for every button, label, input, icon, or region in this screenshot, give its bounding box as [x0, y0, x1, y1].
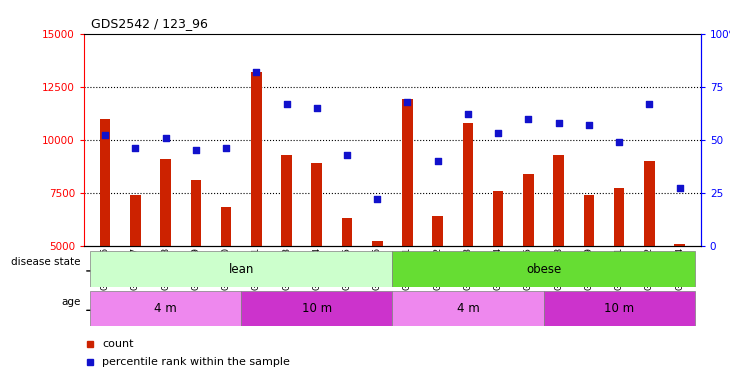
Text: 4 m: 4 m	[456, 302, 480, 315]
Point	[99, 132, 111, 138]
Bar	[342, 218, 353, 246]
Bar	[493, 190, 504, 246]
Bar	[251, 72, 261, 246]
Bar	[191, 180, 201, 246]
Text: obese: obese	[526, 262, 561, 276]
Point	[220, 145, 232, 151]
Point	[583, 122, 595, 128]
Bar	[544, 291, 695, 326]
Point	[190, 147, 201, 153]
Text: 10 m: 10 m	[604, 302, 634, 315]
Text: count: count	[102, 339, 134, 349]
Point	[492, 130, 504, 136]
Bar	[463, 123, 473, 246]
Bar	[130, 195, 141, 246]
Point	[432, 158, 444, 164]
Bar	[553, 154, 564, 246]
Bar	[90, 291, 241, 326]
Bar	[583, 195, 594, 246]
Bar	[614, 188, 624, 246]
Bar	[675, 243, 685, 246]
Point	[372, 196, 383, 202]
Point	[129, 145, 141, 151]
Bar	[402, 99, 412, 246]
Text: 10 m: 10 m	[301, 302, 332, 315]
Point	[402, 99, 413, 105]
Bar	[393, 291, 544, 326]
Text: lean: lean	[228, 262, 254, 276]
Bar	[161, 159, 171, 246]
Point	[341, 152, 353, 157]
Point	[462, 111, 474, 117]
Bar	[220, 207, 231, 246]
Point	[311, 105, 323, 111]
Point	[553, 120, 564, 126]
Text: disease state: disease state	[11, 257, 80, 267]
Text: percentile rank within the sample: percentile rank within the sample	[102, 357, 291, 367]
Text: age: age	[61, 297, 80, 307]
Bar	[523, 174, 534, 246]
Text: GDS2542 / 123_96: GDS2542 / 123_96	[91, 17, 208, 30]
Text: 4 m: 4 m	[154, 302, 177, 315]
Bar	[241, 291, 393, 326]
Point	[523, 116, 534, 122]
Point	[250, 69, 262, 75]
Bar	[393, 251, 695, 287]
Point	[613, 139, 625, 145]
Bar	[312, 163, 322, 246]
Bar	[432, 216, 443, 246]
Point	[281, 100, 293, 106]
Bar	[644, 161, 655, 246]
Bar	[100, 118, 110, 246]
Bar	[281, 154, 292, 246]
Point	[644, 100, 656, 106]
Bar	[372, 242, 383, 246]
Bar	[90, 251, 393, 287]
Point	[674, 185, 685, 191]
Point	[160, 135, 172, 141]
